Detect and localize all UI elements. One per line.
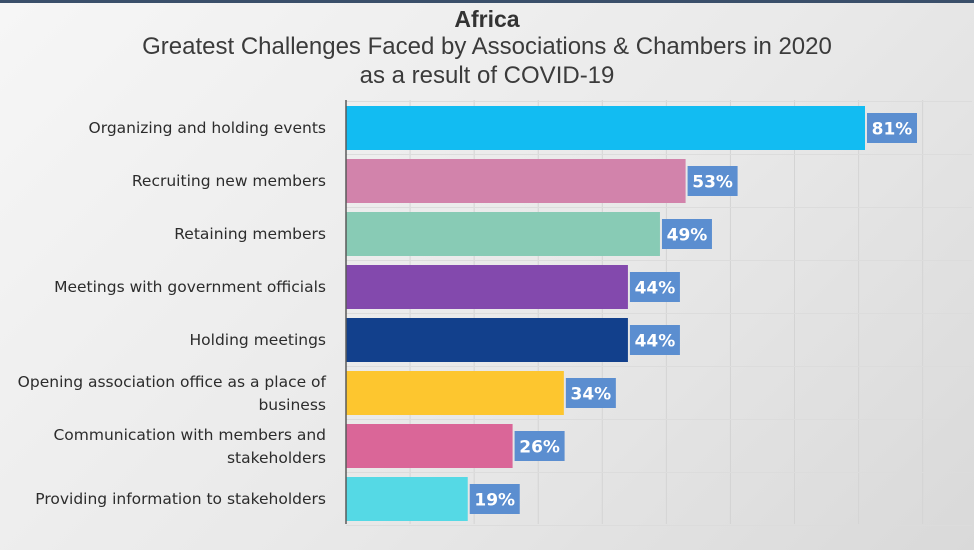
title-block: Africa Greatest Challenges Faced by Asso… xyxy=(0,6,974,90)
data-label: 19% xyxy=(474,491,515,511)
bar xyxy=(346,212,660,256)
bar xyxy=(346,371,564,415)
bar xyxy=(346,265,628,309)
data-label: 26% xyxy=(519,438,560,458)
category-label: Providing information to stakeholders xyxy=(35,490,326,508)
bar xyxy=(346,318,628,362)
data-label-box xyxy=(867,113,917,143)
data-label: 53% xyxy=(692,173,733,193)
data-label: 34% xyxy=(571,385,612,405)
chart-subtitle-line-1: Greatest Challenges Faced by Association… xyxy=(142,33,832,60)
bar xyxy=(346,477,468,521)
data-label-box xyxy=(687,166,738,196)
data-label-box xyxy=(469,484,520,514)
category-label: Organizing and holding events xyxy=(89,119,326,137)
chart-subtitle-line-2: as a result of COVID-19 xyxy=(359,62,615,89)
bar xyxy=(346,424,513,468)
data-label-box xyxy=(661,219,712,249)
category-label: Holding meetings xyxy=(190,331,326,349)
data-label: 44% xyxy=(635,332,676,352)
chart-title: Africa xyxy=(454,6,520,32)
data-label: 44% xyxy=(635,279,676,299)
data-label-box xyxy=(565,378,616,408)
category-label: Communication with members and stakeholde… xyxy=(53,426,326,467)
category-label: Opening association office as a place of… xyxy=(18,373,327,414)
category-label: Retaining members xyxy=(174,225,326,243)
category-label: Recruiting new members xyxy=(132,172,326,190)
data-label-box xyxy=(629,325,680,355)
bar xyxy=(346,106,865,150)
data-label-box xyxy=(629,272,680,302)
data-label: 49% xyxy=(667,226,708,246)
data-label: 81% xyxy=(872,120,913,140)
bar xyxy=(346,159,686,203)
category-label: Meetings with government officials xyxy=(54,278,326,296)
data-label-box xyxy=(514,431,565,461)
top-rule xyxy=(0,0,974,3)
